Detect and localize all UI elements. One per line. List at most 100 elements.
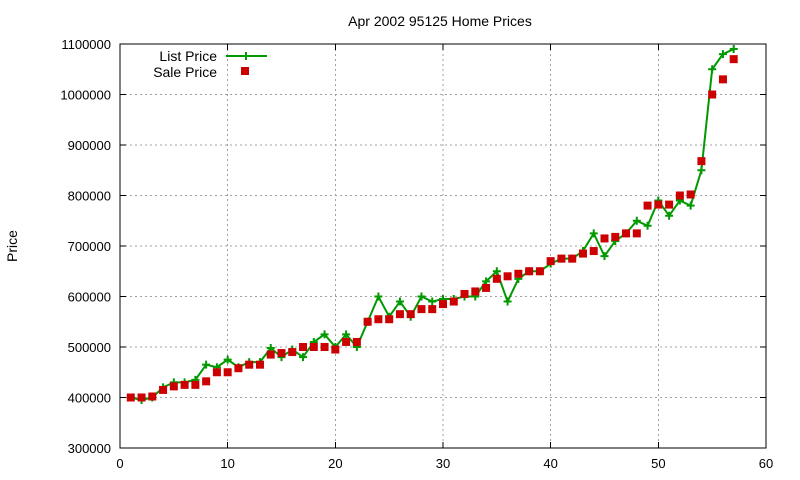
x-axis-tick-labels: 0 10 20 30 40 50 60 xyxy=(116,456,773,471)
y-tick-label: 1000000 xyxy=(60,88,111,103)
sale-price-point xyxy=(299,343,308,351)
sale-price-point xyxy=(492,274,501,283)
list-price-point xyxy=(320,330,329,339)
sale-price-point xyxy=(395,310,404,319)
sale-price-point xyxy=(503,272,512,281)
list-price-point xyxy=(299,353,308,362)
series-sale-price xyxy=(126,55,738,402)
x-tick-label: 10 xyxy=(220,456,234,471)
sale-price-point xyxy=(169,382,178,391)
list-price-point xyxy=(643,221,652,230)
series-list-price xyxy=(126,45,738,405)
sale-price-point xyxy=(255,360,264,369)
list-price-point xyxy=(708,65,717,74)
sale-price-point xyxy=(729,55,738,64)
y-tick-label: 1100000 xyxy=(61,37,111,52)
list-price-point xyxy=(503,297,512,306)
sale-price-point xyxy=(439,300,447,309)
sale-price-point xyxy=(374,315,383,324)
y-tick-label: 800000 xyxy=(68,189,111,204)
x-tick-label: 50 xyxy=(651,456,665,471)
list-price-point xyxy=(686,201,695,210)
sale-price-point xyxy=(718,75,727,84)
sale-price-point xyxy=(578,249,587,258)
sale-price-point xyxy=(708,90,717,99)
sale-price-point xyxy=(309,343,318,351)
sale-price-point xyxy=(352,337,361,346)
y-tick-label: 400000 xyxy=(68,391,111,406)
sale-price-point xyxy=(159,385,168,394)
sale-price-point xyxy=(643,201,652,210)
sale-price-point xyxy=(137,393,146,402)
sale-price-point xyxy=(654,200,663,209)
y-tick-label: 700000 xyxy=(68,239,111,254)
list-price-point xyxy=(374,292,383,301)
sale-price-point xyxy=(212,368,221,377)
list-price-point xyxy=(718,50,727,59)
sale-price-point xyxy=(482,283,491,292)
x-tick-label: 40 xyxy=(543,456,557,471)
sale-price-point xyxy=(449,297,458,306)
sale-price-point xyxy=(611,232,620,241)
list-price-point xyxy=(428,297,437,306)
sale-price-point xyxy=(202,377,211,386)
x-tick-label: 60 xyxy=(759,456,773,471)
sale-price-point xyxy=(288,348,297,357)
legend-label-list-price: List Price xyxy=(159,48,217,64)
sale-price-point xyxy=(331,345,340,354)
sale-price-point xyxy=(234,364,243,373)
sale-price-point xyxy=(632,229,641,238)
sale-price-point xyxy=(471,287,480,296)
sale-price-point xyxy=(148,392,157,401)
sale-price-point xyxy=(180,380,189,389)
legend: List Price Sale Price xyxy=(153,48,267,80)
chart-title: Apr 2002 95125 Home Prices xyxy=(348,13,532,29)
list-price-point xyxy=(417,292,426,301)
sale-price-point xyxy=(697,157,706,166)
sale-price-point xyxy=(363,317,372,326)
x-tick-label: 30 xyxy=(436,456,450,471)
y-axis-label: Price xyxy=(4,230,20,262)
sale-price-point xyxy=(266,350,275,359)
sale-price-point xyxy=(514,269,523,278)
list-price-point xyxy=(729,45,738,54)
sale-price-point xyxy=(675,191,684,200)
list-price-point xyxy=(697,166,706,175)
sale-price-point xyxy=(191,380,200,389)
sale-price-point xyxy=(568,254,577,263)
list-price-point xyxy=(632,216,641,225)
y-tick-label: 300000 xyxy=(68,441,111,456)
y-axis-tick-labels: 300000 400000 500000 600000 700000 800000 9000… xyxy=(60,37,111,456)
y-tick-label: 900000 xyxy=(68,138,111,153)
y-tick-label: 500000 xyxy=(68,340,111,355)
sale-price-point xyxy=(535,267,544,276)
sale-price-point xyxy=(686,190,695,199)
sale-price-point xyxy=(600,234,609,243)
axis-ticks xyxy=(119,43,767,449)
legend-marker-sale-price xyxy=(241,67,249,75)
y-tick-label: 600000 xyxy=(68,290,111,305)
sale-price-point xyxy=(277,349,286,358)
x-tick-label: 20 xyxy=(328,456,342,471)
sale-price-point xyxy=(546,257,555,266)
x-tick-label: 0 xyxy=(116,456,123,471)
list-price-point xyxy=(202,360,211,369)
sale-price-point xyxy=(665,200,674,209)
sale-price-point xyxy=(622,229,631,238)
list-price-point xyxy=(665,211,674,220)
sale-price-point xyxy=(385,315,394,324)
sale-price-point xyxy=(589,247,598,256)
legend-label-sale-price: Sale Price xyxy=(153,64,217,80)
list-price-point xyxy=(223,355,232,364)
sale-price-point xyxy=(525,267,534,276)
grid-lines xyxy=(120,44,766,448)
list-price-point xyxy=(395,297,404,306)
sale-price-point xyxy=(417,305,426,314)
sale-price-point xyxy=(406,310,415,319)
legend-marker-list-price xyxy=(242,52,250,60)
sale-price-point xyxy=(557,254,566,263)
list-price-point xyxy=(342,330,351,339)
sale-price-point xyxy=(245,360,254,369)
sale-price-point xyxy=(223,368,232,377)
